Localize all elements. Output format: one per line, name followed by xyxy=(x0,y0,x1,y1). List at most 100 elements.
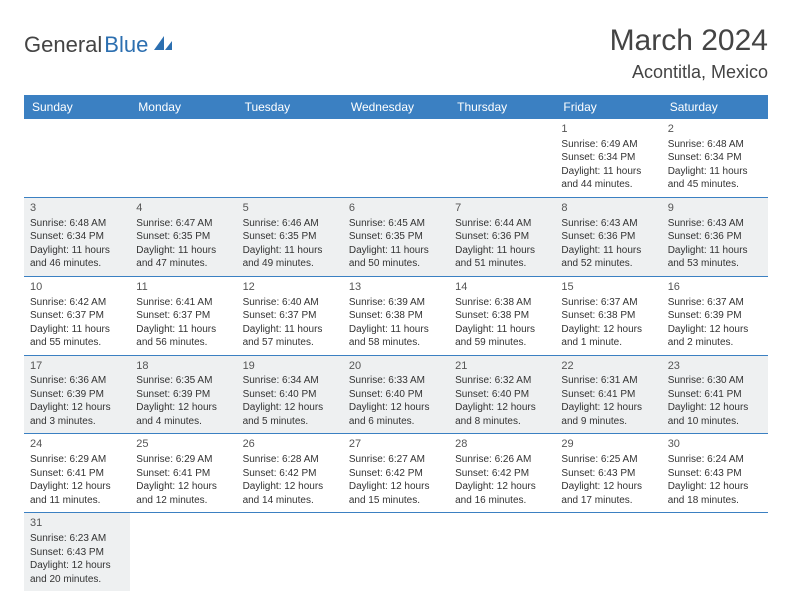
day-cell: 25Sunrise: 6:29 AMSunset: 6:41 PMDayligh… xyxy=(130,434,236,513)
day-info-line: Sunset: 6:39 PM xyxy=(668,309,762,323)
day-info-line: Sunrise: 6:39 AM xyxy=(349,296,443,310)
day-info-line: Sunset: 6:40 PM xyxy=(243,388,337,402)
week-row: 1Sunrise: 6:49 AMSunset: 6:34 PMDaylight… xyxy=(24,119,768,197)
day-cell xyxy=(343,119,449,197)
day-info-line: Daylight: 12 hours xyxy=(349,401,443,415)
day-info-line: Daylight: 12 hours xyxy=(30,480,124,494)
day-info-line: Sunrise: 6:31 AM xyxy=(561,374,655,388)
day-number: 17 xyxy=(30,359,124,374)
week-row: 10Sunrise: 6:42 AMSunset: 6:37 PMDayligh… xyxy=(24,276,768,355)
day-info-line: and 3 minutes. xyxy=(30,415,124,429)
day-cell xyxy=(130,513,236,591)
day-number: 20 xyxy=(349,359,443,374)
day-info-line: Sunrise: 6:35 AM xyxy=(136,374,230,388)
day-info-line: Daylight: 12 hours xyxy=(668,480,762,494)
day-info-line: and 47 minutes. xyxy=(136,257,230,271)
day-info-line: Daylight: 12 hours xyxy=(561,480,655,494)
day-info-line: Sunset: 6:34 PM xyxy=(668,151,762,165)
day-cell: 24Sunrise: 6:29 AMSunset: 6:41 PMDayligh… xyxy=(24,434,130,513)
day-cell: 29Sunrise: 6:25 AMSunset: 6:43 PMDayligh… xyxy=(555,434,661,513)
weekday-header: Friday xyxy=(555,95,661,119)
day-info-line: Sunset: 6:37 PM xyxy=(30,309,124,323)
day-info-line: Sunrise: 6:42 AM xyxy=(30,296,124,310)
day-info-line: Sunrise: 6:36 AM xyxy=(30,374,124,388)
day-info-line: Sunset: 6:42 PM xyxy=(455,467,549,481)
day-cell: 20Sunrise: 6:33 AMSunset: 6:40 PMDayligh… xyxy=(343,355,449,434)
day-number: 18 xyxy=(136,359,230,374)
day-number: 25 xyxy=(136,437,230,452)
day-cell: 6Sunrise: 6:45 AMSunset: 6:35 PMDaylight… xyxy=(343,197,449,276)
day-number: 16 xyxy=(668,280,762,295)
day-cell: 5Sunrise: 6:46 AMSunset: 6:35 PMDaylight… xyxy=(237,197,343,276)
day-info-line: and 8 minutes. xyxy=(455,415,549,429)
day-info-line: Sunset: 6:42 PM xyxy=(243,467,337,481)
day-number: 30 xyxy=(668,437,762,452)
day-info-line: Daylight: 11 hours xyxy=(30,323,124,337)
day-info-line: Daylight: 12 hours xyxy=(668,323,762,337)
day-info-line: Daylight: 12 hours xyxy=(243,401,337,415)
day-info-line: Daylight: 11 hours xyxy=(136,244,230,258)
weekday-header: Sunday xyxy=(24,95,130,119)
day-info-line: Sunrise: 6:48 AM xyxy=(668,138,762,152)
day-info-line: and 44 minutes. xyxy=(561,178,655,192)
day-number: 7 xyxy=(455,201,549,216)
day-cell: 15Sunrise: 6:37 AMSunset: 6:38 PMDayligh… xyxy=(555,276,661,355)
month-title: March 2024 xyxy=(610,24,768,58)
day-number: 22 xyxy=(561,359,655,374)
day-number: 28 xyxy=(455,437,549,452)
day-info-line: Sunrise: 6:27 AM xyxy=(349,453,443,467)
day-cell: 31Sunrise: 6:23 AMSunset: 6:43 PMDayligh… xyxy=(24,513,130,591)
day-info-line: Sunset: 6:34 PM xyxy=(30,230,124,244)
day-number: 4 xyxy=(136,201,230,216)
day-info-line: Daylight: 12 hours xyxy=(136,401,230,415)
day-info-line: Daylight: 11 hours xyxy=(243,244,337,258)
day-info-line: Daylight: 12 hours xyxy=(243,480,337,494)
day-number: 23 xyxy=(668,359,762,374)
day-info-line: Sunset: 6:35 PM xyxy=(243,230,337,244)
day-info-line: Sunrise: 6:30 AM xyxy=(668,374,762,388)
day-info-line: Daylight: 11 hours xyxy=(561,244,655,258)
day-number: 11 xyxy=(136,280,230,295)
day-info-line: Sunset: 6:43 PM xyxy=(668,467,762,481)
day-number: 9 xyxy=(668,201,762,216)
day-info-line: Sunrise: 6:41 AM xyxy=(136,296,230,310)
day-number: 13 xyxy=(349,280,443,295)
day-number: 10 xyxy=(30,280,124,295)
day-cell xyxy=(237,513,343,591)
day-info-line: Sunrise: 6:43 AM xyxy=(668,217,762,231)
day-info-line: Sunrise: 6:46 AM xyxy=(243,217,337,231)
day-number: 21 xyxy=(455,359,549,374)
day-info-line: and 15 minutes. xyxy=(349,494,443,508)
day-info-line: and 14 minutes. xyxy=(243,494,337,508)
day-cell: 19Sunrise: 6:34 AMSunset: 6:40 PMDayligh… xyxy=(237,355,343,434)
day-info-line: Sunset: 6:38 PM xyxy=(561,309,655,323)
day-info-line: Sunset: 6:43 PM xyxy=(561,467,655,481)
day-cell: 8Sunrise: 6:43 AMSunset: 6:36 PMDaylight… xyxy=(555,197,661,276)
day-info-line: and 10 minutes. xyxy=(668,415,762,429)
day-info-line: Daylight: 11 hours xyxy=(243,323,337,337)
day-cell: 27Sunrise: 6:27 AMSunset: 6:42 PMDayligh… xyxy=(343,434,449,513)
logo: GeneralBlue xyxy=(24,32,174,58)
day-info-line: Sunset: 6:36 PM xyxy=(561,230,655,244)
weekday-header-row: Sunday Monday Tuesday Wednesday Thursday… xyxy=(24,95,768,119)
day-info-line: Sunrise: 6:38 AM xyxy=(455,296,549,310)
day-info-line: Sunrise: 6:45 AM xyxy=(349,217,443,231)
day-info-line: Sunset: 6:39 PM xyxy=(136,388,230,402)
weekday-header: Saturday xyxy=(662,95,768,119)
day-info-line: Daylight: 12 hours xyxy=(349,480,443,494)
day-cell xyxy=(449,513,555,591)
day-info-line: Sunset: 6:41 PM xyxy=(30,467,124,481)
day-info-line: Sunrise: 6:44 AM xyxy=(455,217,549,231)
day-info-line: and 56 minutes. xyxy=(136,336,230,350)
day-info-line: and 20 minutes. xyxy=(30,573,124,587)
day-info-line: Sunset: 6:43 PM xyxy=(30,546,124,560)
day-number: 27 xyxy=(349,437,443,452)
logo-text-1: General xyxy=(24,32,102,58)
day-number: 12 xyxy=(243,280,337,295)
day-info-line: Daylight: 12 hours xyxy=(30,401,124,415)
logo-sail-icon xyxy=(152,32,174,58)
day-info-line: Daylight: 11 hours xyxy=(668,244,762,258)
day-info-line: Daylight: 11 hours xyxy=(455,244,549,258)
day-info-line: and 6 minutes. xyxy=(349,415,443,429)
day-info-line: Daylight: 12 hours xyxy=(668,401,762,415)
